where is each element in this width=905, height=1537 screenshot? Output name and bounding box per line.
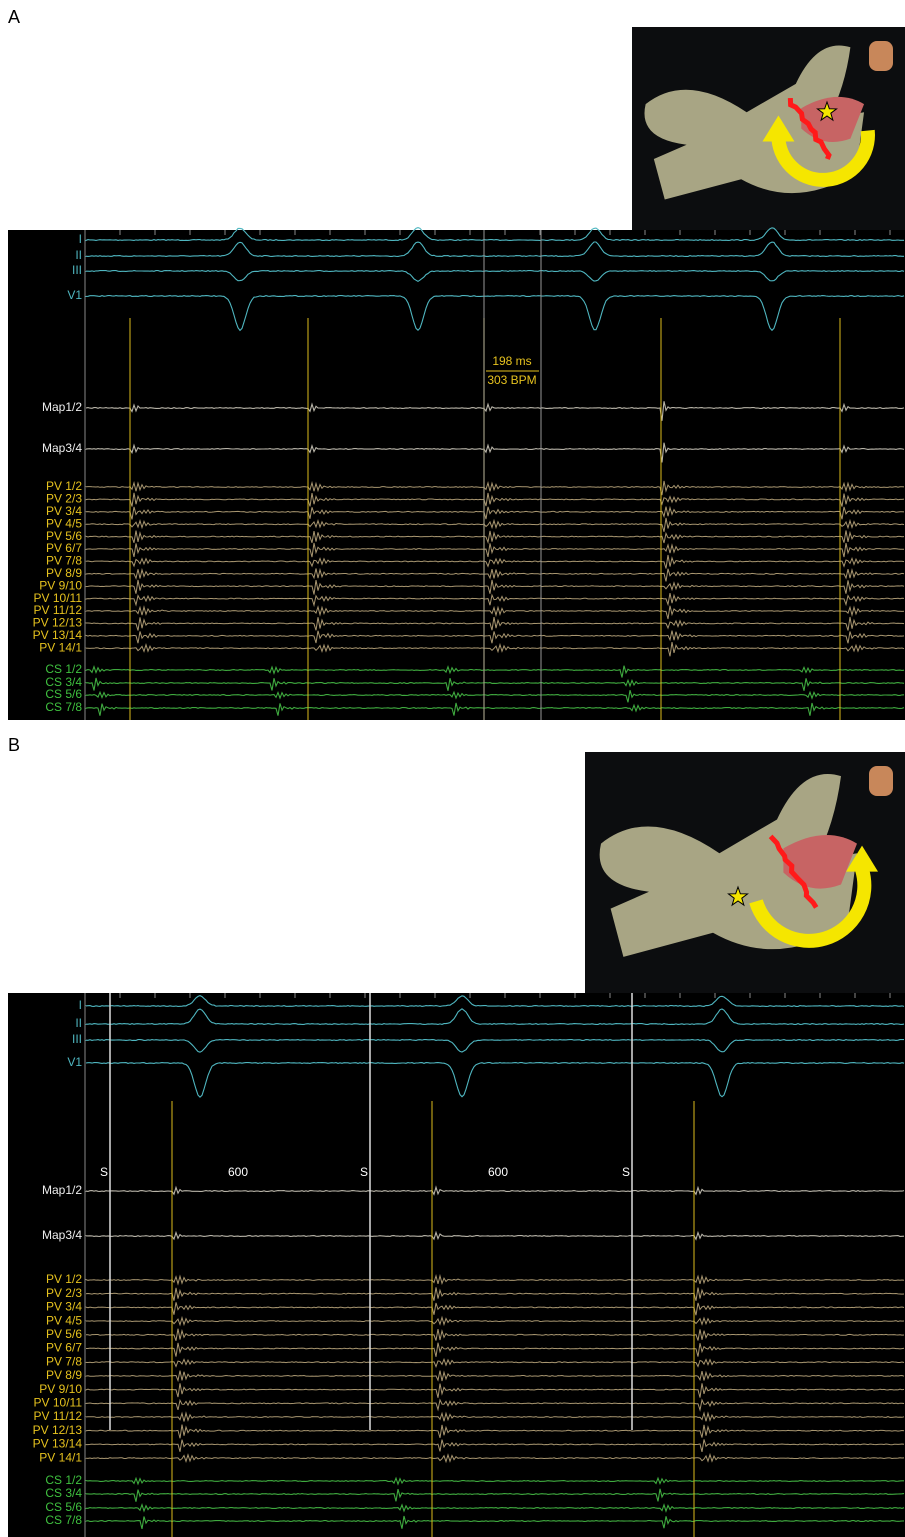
channel-label: PV 13/14 bbox=[33, 1437, 83, 1451]
channel-label: CS 1/2 bbox=[45, 662, 82, 676]
interval-label: 198 ms bbox=[492, 354, 531, 368]
channel-label: V1 bbox=[67, 1055, 82, 1069]
channel-label: II bbox=[75, 1016, 82, 1030]
channel-label: PV 14/1 bbox=[39, 1450, 82, 1464]
torso-icon bbox=[869, 41, 893, 71]
panel-label: A bbox=[8, 7, 20, 27]
channel-label: Map1/2 bbox=[42, 1183, 82, 1197]
channel-label: CS 3/4 bbox=[45, 1486, 82, 1500]
channel-label: CS 5/6 bbox=[45, 1500, 82, 1514]
channel-label: V1 bbox=[67, 288, 82, 302]
channel-label: II bbox=[75, 248, 82, 262]
channel-label: III bbox=[72, 263, 82, 277]
anatomy-map bbox=[632, 27, 905, 230]
stim-label: S bbox=[100, 1165, 108, 1179]
channel-label: PV 4/5 bbox=[46, 1313, 82, 1327]
channel-label: CS 5/6 bbox=[45, 687, 82, 701]
channel-label: PV 1/2 bbox=[46, 1272, 82, 1286]
channel-label: PV 6/7 bbox=[46, 1341, 82, 1355]
channel-label: PV 5/6 bbox=[46, 1327, 82, 1341]
tracing-background bbox=[8, 993, 905, 1537]
channel-label: PV 7/8 bbox=[46, 1354, 82, 1368]
torso-icon bbox=[869, 766, 893, 796]
channel-label: PV 12/13 bbox=[33, 1423, 83, 1437]
cycle-label: 600 bbox=[228, 1165, 248, 1179]
anatomy-map bbox=[585, 752, 905, 993]
channel-label: CS 7/8 bbox=[45, 700, 82, 714]
panel-label: B bbox=[8, 735, 20, 755]
channel-label: PV 8/9 bbox=[46, 1368, 82, 1382]
channel-label: PV 11/12 bbox=[34, 1409, 83, 1423]
channel-label: PV 14/1 bbox=[39, 640, 82, 654]
channel-label: PV 2/3 bbox=[46, 1286, 82, 1300]
electrogram-panel: IIIIIIV1Map1/2Map3/4PV 1/2PV 2/3PV 3/4PV… bbox=[8, 993, 905, 1537]
channel-label: III bbox=[72, 1032, 82, 1046]
channel-label: Map3/4 bbox=[42, 1228, 82, 1242]
stim-label: S bbox=[360, 1165, 368, 1179]
figure: A B IIIIIIV1Map1/2Map3/4PV 1/2PV 2/3PV 3… bbox=[0, 0, 905, 1537]
channel-label: PV 10/11 bbox=[34, 1395, 83, 1409]
channel-label: Map3/4 bbox=[42, 441, 82, 455]
channel-label: CS 1/2 bbox=[45, 1473, 82, 1487]
channel-label: Map1/2 bbox=[42, 400, 82, 414]
stim-label: S bbox=[622, 1165, 630, 1179]
channel-label: I bbox=[79, 232, 82, 246]
channel-label: I bbox=[79, 998, 82, 1012]
rate-label: 303 BPM bbox=[487, 373, 536, 387]
channel-label: CS 7/8 bbox=[45, 1513, 82, 1527]
cycle-label: 600 bbox=[488, 1165, 508, 1179]
channel-label: PV 3/4 bbox=[46, 1300, 82, 1314]
channel-label: PV 9/10 bbox=[39, 1382, 82, 1396]
